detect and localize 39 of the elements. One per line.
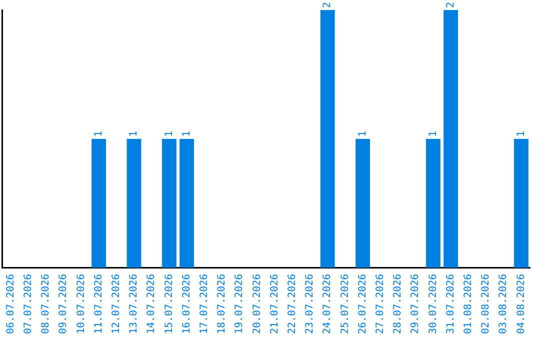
- x-tick-label: 21.07.2026: [269, 274, 280, 334]
- x-tick-label: 27.07.2026: [374, 274, 386, 334]
- x-tick-label: 11.07.2026: [93, 274, 104, 334]
- x-tick-label: 01.08.2026: [462, 274, 474, 334]
- x-tick-label: 12.07.2026: [110, 274, 122, 334]
- x-tick-label: 09.07.2026: [58, 274, 70, 334]
- x-tick-label: 10.07.2026: [76, 274, 87, 334]
- data-label: 1: [516, 130, 527, 137]
- data-label: 2: [445, 2, 456, 8]
- x-tick-label: 30.07.2026: [428, 274, 439, 334]
- x-tick-label: 04.08.2026: [516, 274, 527, 334]
- x-tick-label: 17.07.2026: [198, 274, 210, 334]
- data-label: 1: [164, 130, 175, 137]
- x-tick-label: 31.07.2026: [445, 274, 456, 334]
- x-tick-label: 24.07.2026: [322, 274, 334, 334]
- x-tick-label: 02.08.2026: [480, 274, 492, 334]
- x-tick-label: 23.07.2026: [304, 274, 316, 334]
- x-tick-label: 13.07.2026: [128, 274, 140, 334]
- x-tick-label: 28.07.2026: [392, 274, 404, 334]
- data-label: 1: [128, 130, 140, 137]
- x-tick-label: 25.07.2026: [340, 274, 351, 334]
- x-tick-label: 14.07.2026: [146, 274, 158, 334]
- x-tick-label: 07.07.2026: [22, 274, 34, 334]
- data-label: 1: [428, 130, 439, 137]
- x-tick-label: 18.07.2026: [216, 274, 228, 334]
- data-label: 1: [181, 130, 192, 137]
- x-tick-label: 06.07.2026: [5, 274, 16, 334]
- data-label: 2: [322, 2, 334, 8]
- data-label: 1: [357, 130, 368, 137]
- data-label: 1: [93, 130, 104, 137]
- x-tick-label: 19.07.2026: [234, 274, 246, 334]
- x-tick-label: 15.07.2026: [164, 274, 175, 334]
- x-tick-label: 29.07.2026: [410, 274, 422, 334]
- x-tick-label: 22.07.2026: [286, 274, 298, 334]
- x-tick-label: 08.07.2026: [40, 274, 52, 334]
- x-tick-label: 16.07.2026: [181, 274, 192, 334]
- x-tick-label: 26.07.2026: [357, 274, 368, 334]
- x-tick-label: 20.07.2026: [252, 274, 263, 334]
- x-tick-label: 03.08.2026: [498, 274, 510, 334]
